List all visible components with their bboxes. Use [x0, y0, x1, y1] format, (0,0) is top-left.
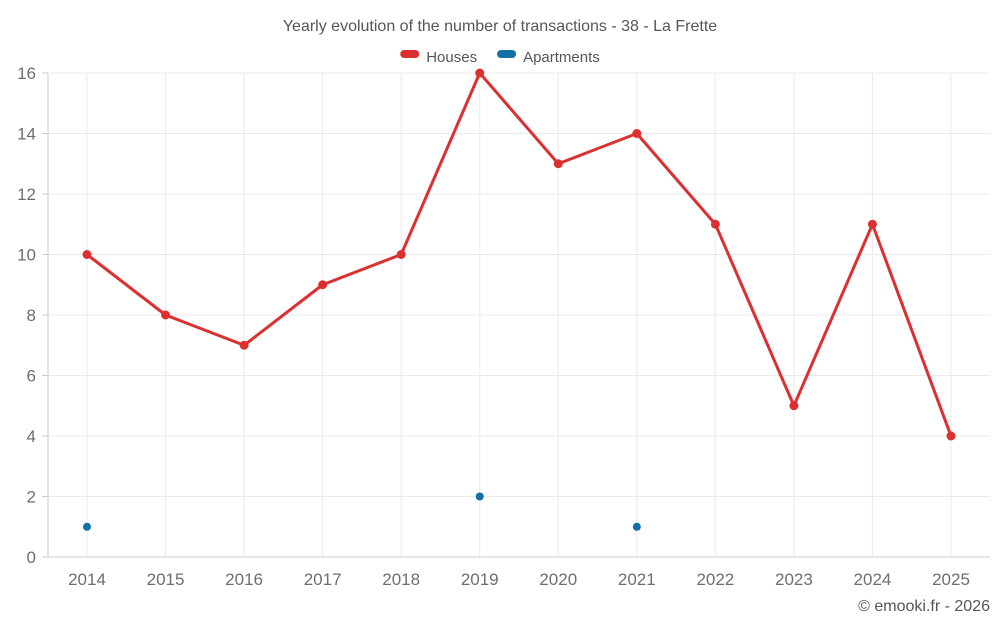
data-point-houses-2020[interactable] [553, 159, 563, 169]
y-tick-label: 8 [27, 306, 36, 325]
data-point-apartments-2014[interactable] [83, 522, 91, 531]
data-point-houses-2019[interactable] [475, 68, 485, 78]
legend-item-houses[interactable]: Houses [400, 49, 477, 66]
data-point-houses-2025[interactable] [946, 431, 956, 441]
x-tick-label: 2025 [932, 570, 970, 589]
x-tick-label: 2014 [68, 570, 106, 589]
y-tick-label: 0 [27, 548, 36, 567]
legend-label-apartments: Apartments [523, 49, 600, 66]
data-point-houses-2014[interactable] [82, 250, 92, 259]
data-point-houses-2018[interactable] [396, 250, 406, 259]
data-point-apartments-2019[interactable] [475, 492, 484, 501]
data-point-houses-2021[interactable] [632, 129, 642, 138]
y-tick-label: 10 [17, 246, 36, 265]
x-tick-label: 2017 [304, 570, 342, 589]
chart-legend: Houses Apartments [400, 49, 600, 66]
x-tick-label: 2016 [225, 570, 263, 589]
data-point-houses-2017[interactable] [318, 280, 328, 290]
series-line-houses [85, 71, 953, 438]
legend-label-houses: Houses [426, 49, 477, 66]
x-tick-label: 2020 [539, 570, 577, 589]
copyright-text: © emooki.fr - 2026 [858, 598, 990, 615]
legend-swatch-houses [400, 50, 420, 58]
data-point-houses-2016[interactable] [239, 340, 249, 350]
data-point-houses-2024[interactable] [867, 219, 877, 229]
y-tick-label: 16 [17, 64, 36, 83]
y-tick-label: 4 [27, 427, 36, 446]
legend-item-apartments[interactable]: Apartments [497, 49, 600, 66]
data-point-apartments-2021[interactable] [632, 522, 641, 531]
x-tick-label: 2015 [147, 570, 185, 589]
x-tick-label: 2019 [461, 570, 499, 589]
y-tick-label: 14 [17, 125, 36, 144]
x-tick-label: 2018 [382, 570, 420, 589]
x-tick-label: 2024 [854, 570, 892, 589]
y-tick-label: 12 [17, 185, 36, 204]
x-tick-label: 2022 [696, 570, 734, 589]
x-tick-label: 2021 [618, 570, 656, 589]
chart-title: Yearly evolution of the number of transa… [283, 18, 717, 35]
x-tick-label: 2023 [775, 570, 813, 589]
y-tick-label: 6 [27, 367, 36, 386]
legend-swatch-apartments [497, 50, 517, 58]
data-point-houses-2023[interactable] [789, 401, 799, 411]
plot-area: 0 2 4 6 8 10 12 14 16 2014 2015 2016 2017 2018 2019 202… [17, 64, 990, 589]
data-point-houses-2015[interactable] [161, 310, 171, 320]
data-point-houses-2022[interactable] [710, 219, 720, 229]
y-tick-label: 2 [27, 488, 36, 507]
